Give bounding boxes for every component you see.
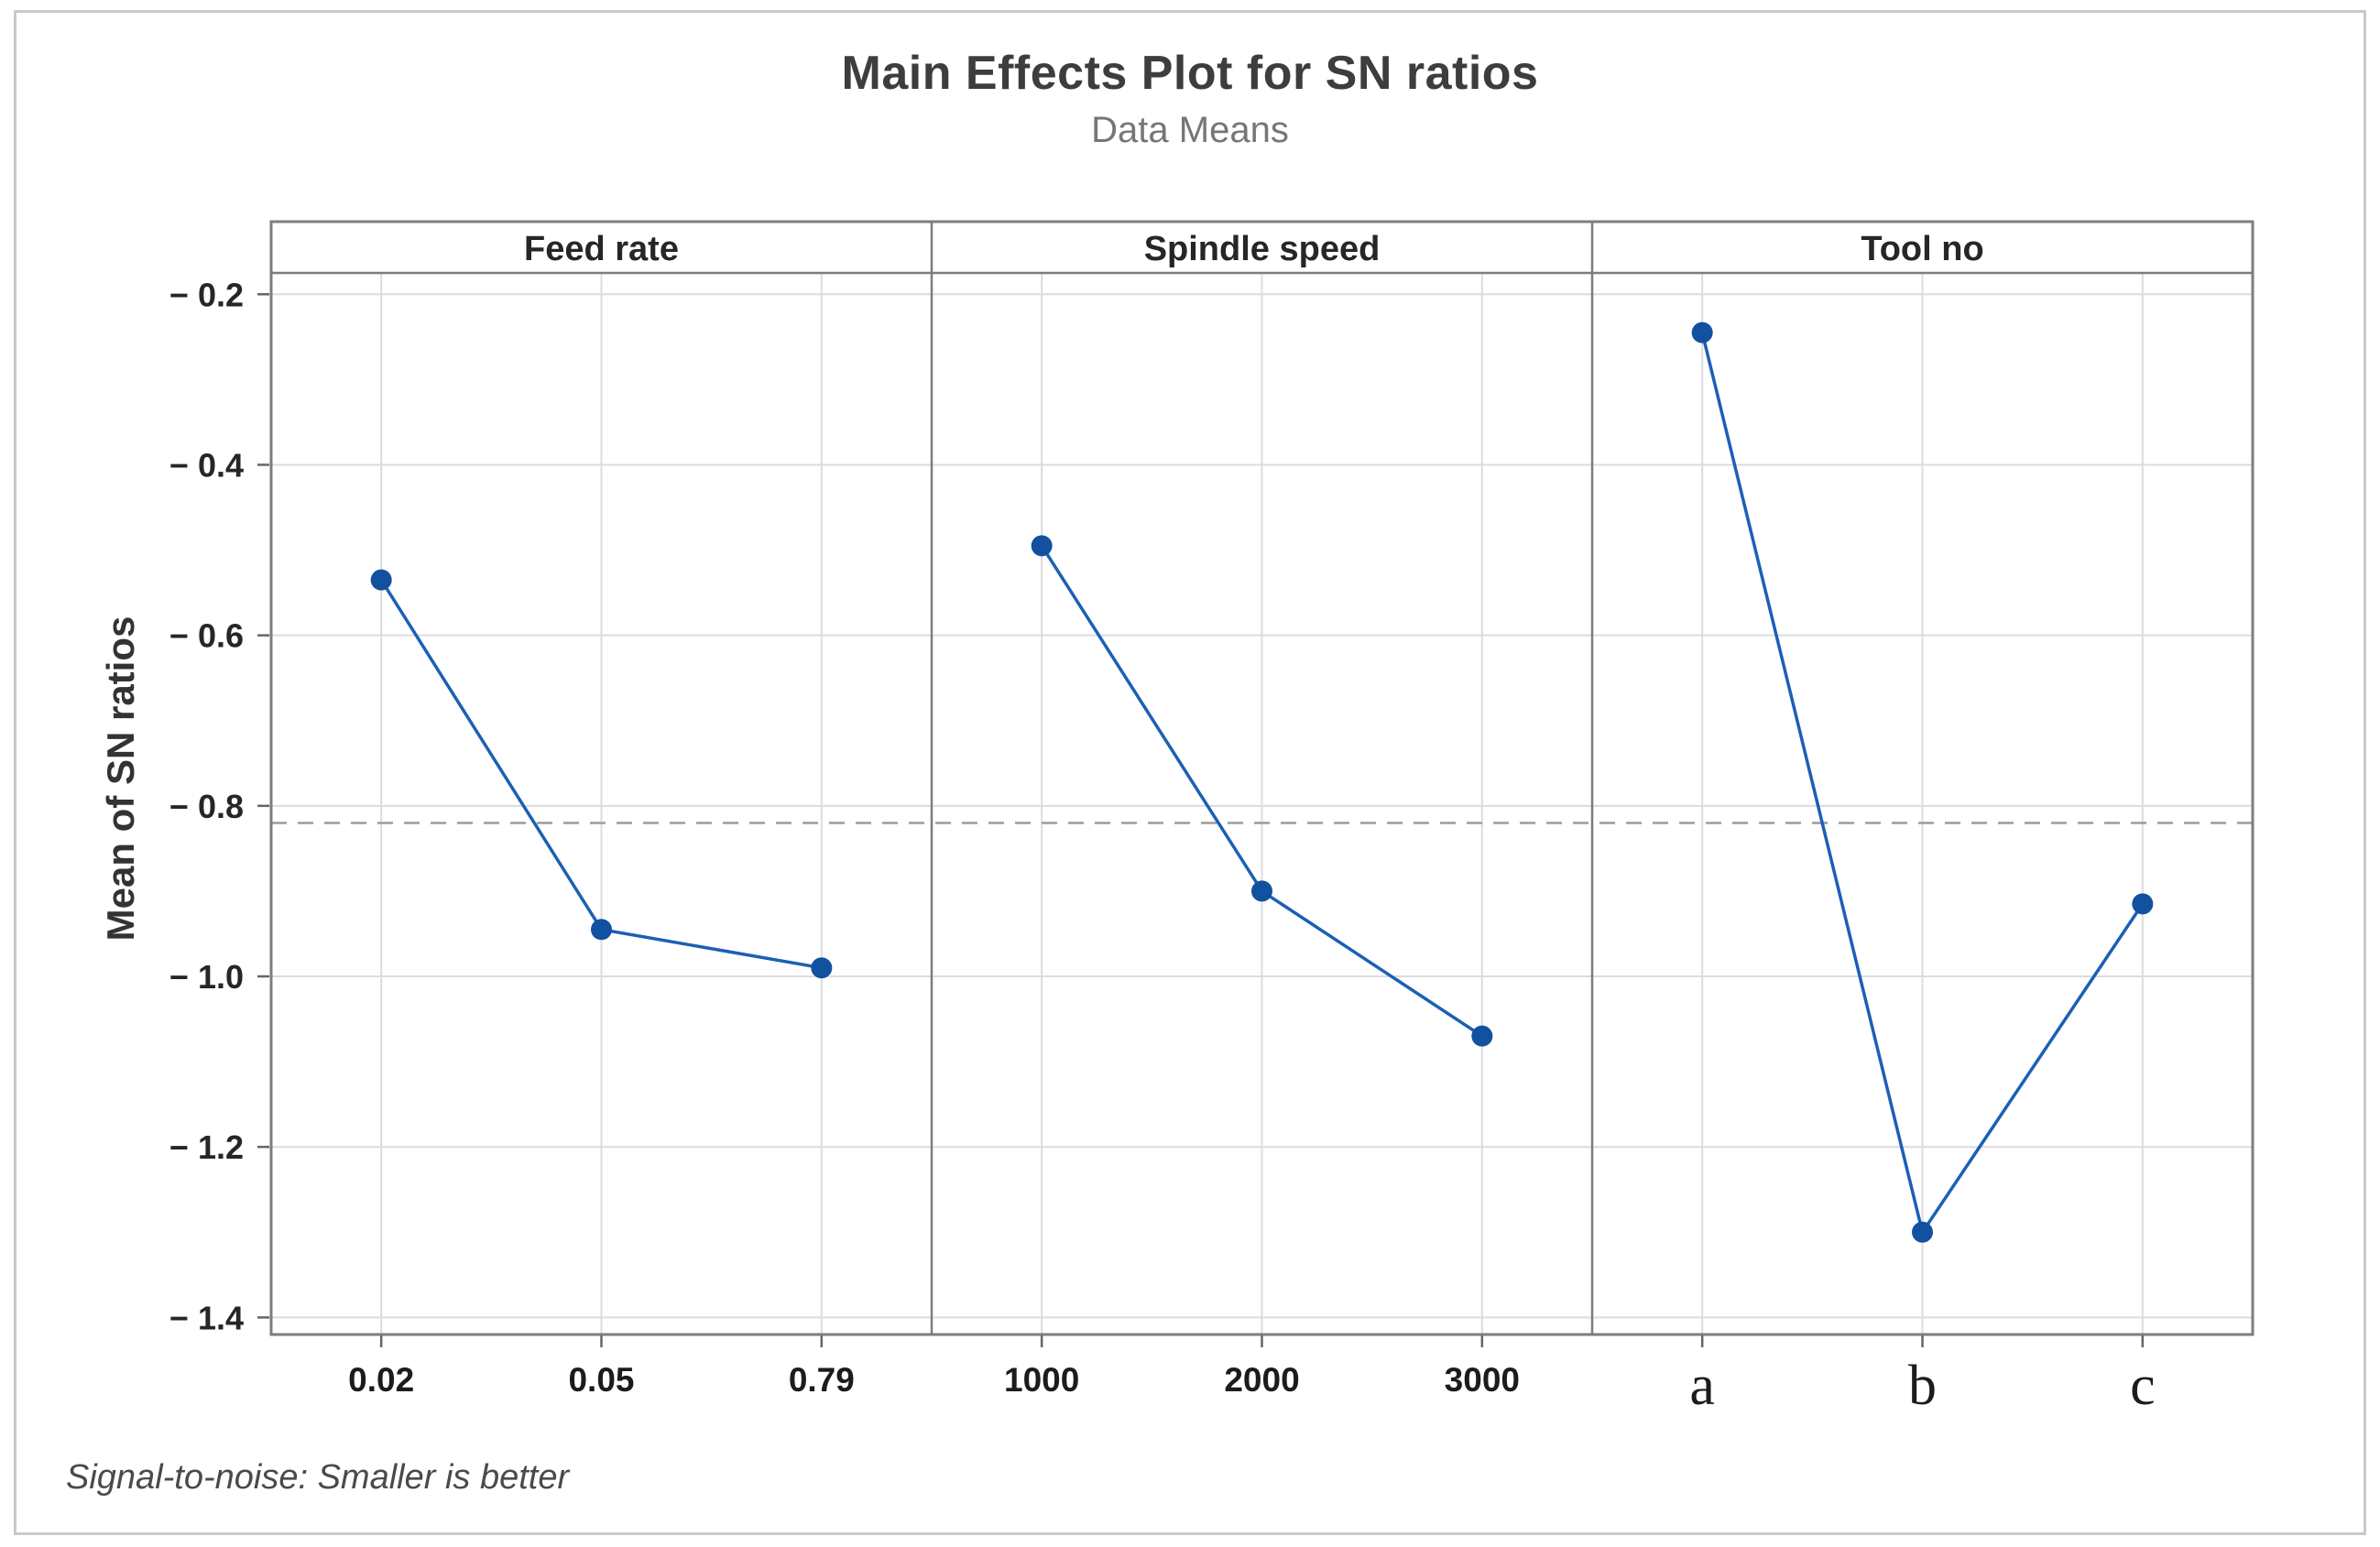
x-axis-tick-label: c [2130,1355,2156,1417]
y-axis-tick-label: − 0.8 [169,788,244,825]
signal-to-noise-footnote: Signal-to-noise: Smaller is better [66,1458,570,1497]
y-axis-tick-label: − 1.4 [169,1299,244,1336]
x-axis-tick-label: 0.02 [348,1361,414,1399]
data-point [1471,1025,1493,1047]
x-axis-tick-label: 3000 [1445,1361,1520,1399]
y-axis-tick-label: − 0.4 [169,446,244,484]
chart-title: Main Effects Plot for SN ratios [841,47,1539,100]
data-point [591,919,612,941]
panel-header-label: Spindle speed [1144,230,1381,268]
x-axis-tick-label: 0.05 [568,1361,634,1399]
data-point [1031,535,1053,557]
x-axis-tick-label: 0.79 [789,1361,855,1399]
y-axis-tick-label: − 0.2 [169,276,244,313]
y-axis-tick-label: − 0.6 [169,617,244,655]
x-axis-tick-label: b [1908,1355,1937,1417]
data-point [370,569,392,591]
figure-border [14,10,2366,1535]
data-point [2132,893,2154,915]
chart-subtitle: Data Means [1091,110,1289,150]
x-axis-tick-label: 2000 [1224,1361,1299,1399]
panel-header-label: Feed rate [524,230,679,268]
data-point [1912,1221,1933,1243]
plot-border [269,220,2254,1336]
panel-header-label: Tool no [1861,230,1983,268]
y-axis-tick-label: − 1.0 [169,958,244,996]
y-axis-tick-label: − 1.2 [169,1128,244,1166]
x-axis-tick-label: 1000 [1004,1361,1079,1399]
x-axis-tick-label: a [1689,1355,1715,1417]
data-point [811,957,833,979]
data-point [1251,880,1272,902]
data-point [1691,321,1713,343]
